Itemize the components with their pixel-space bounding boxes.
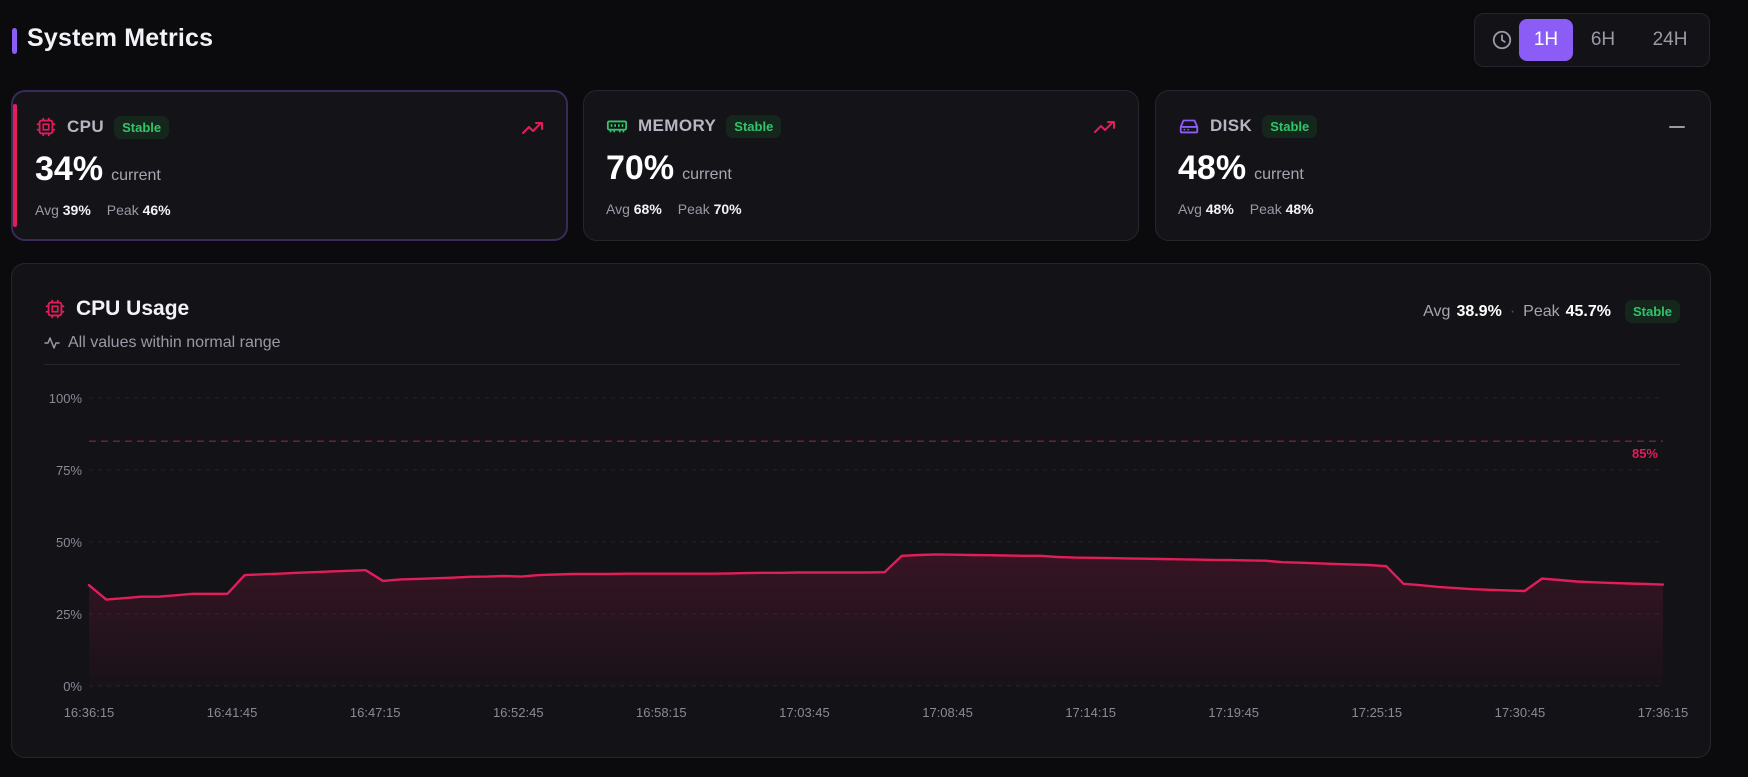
card-avg-stat: Avg 39% (35, 202, 91, 218)
cpu-usage-chart: 0% 25% 50% 75% 100% 16:36:15 16:41:45 16:47:15… (49, 391, 1689, 720)
x-tick-label: 17:30:45 (1495, 705, 1546, 720)
card-current-label: current (111, 167, 161, 184)
status-badge: Stable (114, 115, 170, 139)
x-tick-label: 17:19:45 (1208, 705, 1259, 720)
range-button-1h[interactable]: 1H (1519, 19, 1573, 61)
x-tick-label: 16:58:15 (636, 705, 687, 720)
x-tick-label: 16:52:45 (493, 705, 544, 720)
card-current-label: current (682, 166, 732, 183)
disk-metric-card[interactable]: DISK Stable 48% current Avg 48% Peak 48% (1155, 90, 1711, 241)
cpu-metric-card[interactable]: CPU Stable 34% current Avg 39% Peak 46% (11, 90, 568, 241)
y-tick-label: 50% (56, 535, 82, 550)
card-current-label: current (1254, 166, 1304, 183)
cpu-usage-panel: CPU Usage All values within normal range… (11, 263, 1711, 758)
card-peak-stat: Peak 48% (1249, 201, 1314, 217)
status-badge: Stable (1262, 114, 1318, 138)
x-tick-label: 17:36:15 (1638, 705, 1689, 720)
status-badge: Stable (1624, 300, 1680, 323)
y-tick-label: 100% (49, 391, 83, 406)
y-tick-label: 25% (56, 607, 82, 622)
card-current-value: 34% (35, 150, 104, 188)
card-current-value: 48% (1178, 149, 1247, 187)
cpu-chip-icon (36, 117, 56, 137)
x-tick-label: 17:03:45 (779, 705, 830, 720)
hard-drive-icon (1179, 119, 1199, 134)
x-tick-label: 17:08:45 (922, 705, 973, 720)
card-label: CPU (67, 117, 105, 136)
memory-stick-icon (606, 120, 628, 133)
y-tick-label: 0% (63, 679, 82, 694)
x-tick-label: 17:25:15 (1352, 705, 1403, 720)
card-label: DISK (1210, 116, 1253, 135)
range-button-6h[interactable]: 6H (1590, 29, 1616, 50)
card-avg-stat: Avg 68% (606, 201, 662, 217)
trending-up-icon (1094, 121, 1115, 133)
x-tick-label: 17:14:15 (1065, 705, 1116, 720)
series-line (87, 553, 1665, 601)
status-badge: Stable (726, 114, 782, 138)
panel-peak-stat: Peak 45.7% (1523, 302, 1611, 320)
panel-divider (44, 364, 1680, 365)
card-label: MEMORY (638, 116, 717, 135)
panel-avg-stat: Avg 38.9% (1423, 302, 1502, 320)
activity-icon (44, 337, 60, 349)
card-peak-stat: Peak 46% (106, 202, 171, 218)
x-tick-label: 16:47:15 (350, 705, 401, 720)
x-tick-label: 16:36:15 (64, 705, 115, 720)
trending-up-icon (522, 122, 543, 134)
card-current-value: 70% (606, 149, 675, 187)
x-tick-label: 16:41:45 (207, 705, 258, 720)
memory-metric-card[interactable]: MEMORY Stable 70% current Avg 68% Peak 7… (583, 90, 1139, 241)
panel-title: CPU Usage (76, 297, 190, 320)
y-tick-label: 75% (56, 463, 82, 478)
threshold-label: 85% (1632, 446, 1658, 461)
range-button-24h[interactable]: 24H (1652, 29, 1688, 50)
card-avg-stat: Avg 48% (1178, 201, 1234, 217)
series-area (89, 554, 1663, 686)
panel-subtitle: All values within normal range (44, 334, 281, 352)
cpu-chip-icon (45, 299, 65, 319)
clock-icon (1492, 30, 1512, 50)
page-title: System Metrics (27, 24, 214, 52)
card-peak-stat: Peak 70% (677, 201, 742, 217)
panel-subtitle-text: All values within normal range (68, 334, 281, 351)
panel-stats: Avg 38.9% · Peak 45.7% Stable (1423, 300, 1680, 323)
minus-icon (1669, 126, 1685, 128)
title-accent-bar (12, 28, 17, 54)
card-accent-bar (13, 104, 17, 227)
time-range-selector: 1H 6H 24H (1474, 13, 1710, 67)
